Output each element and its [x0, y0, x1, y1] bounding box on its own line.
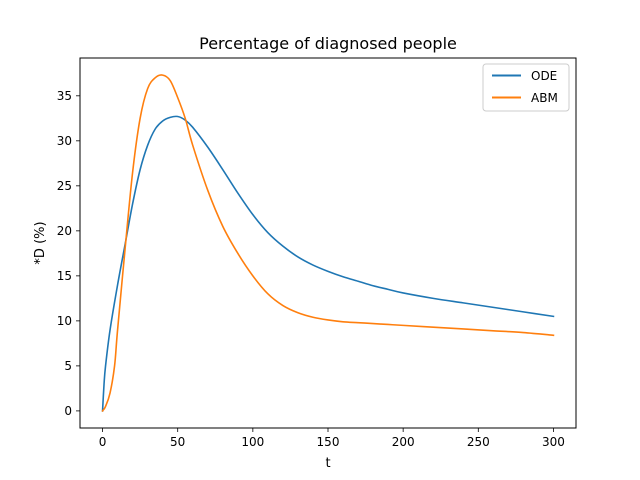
chart-title: Percentage of diagnosed people	[199, 34, 457, 53]
y-tick-label: 30	[57, 134, 72, 148]
x-tick-label: 0	[99, 435, 107, 449]
x-tick-label: 100	[241, 435, 264, 449]
x-tick-label: 150	[317, 435, 340, 449]
x-tick-label: 50	[170, 435, 185, 449]
x-axis-label: t	[325, 456, 330, 471]
series-line-ode	[101, 115, 555, 412]
legend-label-ode: ODE	[531, 69, 557, 83]
x-tick-label: 200	[392, 435, 415, 449]
y-axis-label: *D (%)	[33, 221, 48, 264]
axis-ticks: 0 50 100 150 200 250 300 0 5 10 15 20 25 30 35	[57, 89, 565, 449]
y-tick-label: 10	[57, 314, 72, 328]
plot-area	[101, 74, 555, 413]
y-tick-label: 5	[64, 359, 72, 373]
x-tick-label: 300	[542, 435, 565, 449]
y-tick-label: 0	[64, 404, 72, 418]
legend-label-abm: ABM	[531, 91, 558, 105]
y-tick-label: 15	[57, 269, 72, 283]
legend: ODE ABM	[482, 63, 570, 112]
series-line-abm	[101, 74, 555, 413]
y-tick-label: 25	[57, 179, 72, 193]
y-tick-label: 20	[57, 224, 72, 238]
x-tick-label: 250	[467, 435, 490, 449]
y-tick-label: 35	[57, 89, 72, 103]
